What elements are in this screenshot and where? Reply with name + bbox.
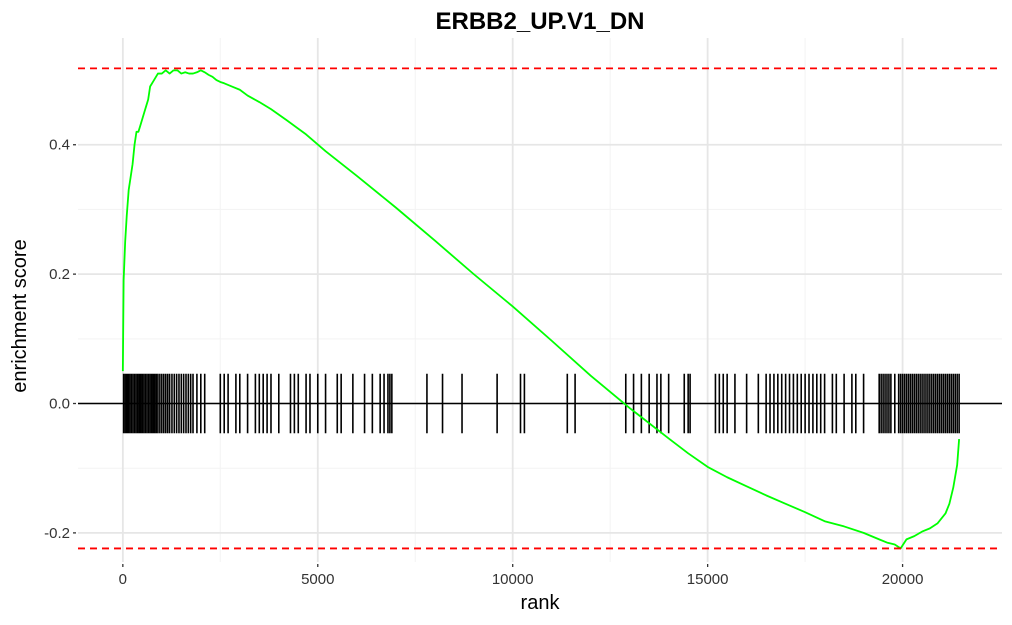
grid-lines	[78, 38, 1002, 562]
y-tick-label: -0.2	[44, 525, 70, 542]
y-axis-title: enrichment score	[9, 239, 31, 392]
y-tick-label: 0.4	[49, 137, 70, 154]
x-axis-title: rank	[521, 592, 561, 614]
x-tick-label: 10000	[492, 571, 534, 588]
gene-hit-ticks	[122, 373, 960, 434]
enrichment-score-line	[121, 69, 961, 550]
y-tick-label: 0.0	[49, 396, 70, 413]
chart-title: ERBB2_UP.V1_DN	[436, 8, 645, 35]
y-tick-label: 0.2	[49, 266, 70, 283]
x-tick-label: 5000	[301, 571, 334, 588]
x-tick-label: 20000	[882, 571, 924, 588]
x-tick-label: 15000	[687, 571, 729, 588]
x-tick-label: 0	[119, 571, 127, 588]
